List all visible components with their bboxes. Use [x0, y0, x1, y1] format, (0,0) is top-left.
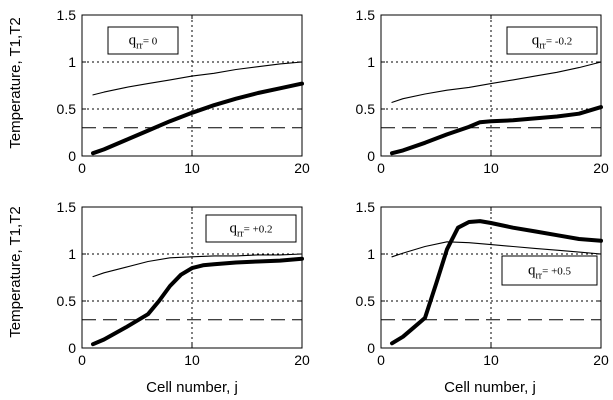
x-axis-label-left: Cell number, j: [146, 379, 238, 396]
annotation-label: qrr= 0: [129, 33, 158, 52]
x-tick-label: 0: [377, 352, 385, 368]
y-axis-label-top: Temperature, T1,T2: [7, 17, 24, 148]
y-tick-label: 1: [68, 54, 76, 70]
chart-panel-3: 0 0.5 1 1.5 0 10 20 qrr= +0.2: [57, 199, 310, 368]
x-tick-label: 10: [483, 352, 499, 368]
x-tick-label: 0: [377, 160, 385, 176]
y-tick-label: 0: [68, 148, 76, 164]
y-tick-label: 1.5: [356, 7, 376, 23]
x-tick-label: 10: [184, 352, 200, 368]
x-tick-label: 20: [593, 160, 609, 176]
series-line-thin: [391, 241, 602, 258]
y-axis-label-bottom: Temperature, T1,T2: [7, 206, 24, 337]
y-tick-label: 1: [367, 54, 375, 70]
x-tick-label: 20: [593, 352, 609, 368]
y-tick-label: 0: [367, 148, 375, 164]
y-tick-label: 1.5: [356, 199, 376, 215]
x-tick-label: 20: [294, 160, 310, 176]
x-tick-label: 0: [78, 352, 86, 368]
chart-panel-1: 0 0.5 1 1.5 0 10 20 qrr= 0: [57, 7, 310, 176]
series-line-thin: [391, 61, 602, 103]
series-line-thick: [390, 219, 603, 346]
series-line-thick: [91, 81, 304, 156]
x-tick-label: 0: [78, 160, 86, 176]
y-tick-label: 0: [68, 340, 76, 356]
x-tick-label: 20: [294, 352, 310, 368]
annotation-box: [107, 26, 179, 55]
y-tick-label: 1.5: [57, 7, 77, 23]
y-tick-label: 0: [367, 340, 375, 356]
series-line-thick: [91, 256, 304, 347]
series-line-thick: [390, 105, 603, 156]
annotation-label: qrr= +0.2: [229, 221, 272, 240]
y-tick-label: 0.5: [356, 101, 376, 117]
y-tick-label: 0.5: [356, 293, 376, 309]
y-tick-label: 0.5: [57, 293, 77, 309]
annotation-box: [506, 26, 598, 55]
chart-panel-2: 0 0.5 1 1.5 0 10 20 qrr= -0.2: [356, 7, 609, 176]
y-tick-label: 0.5: [57, 101, 77, 117]
annotation-label: qrr= -0.2: [532, 33, 573, 52]
x-tick-label: 10: [184, 160, 200, 176]
annotation-box: [501, 255, 598, 286]
y-tick-label: 1: [367, 246, 375, 262]
x-tick-label: 10: [483, 160, 499, 176]
x-axis-label-right: Cell number, j: [444, 379, 536, 396]
annotation-box: [205, 214, 297, 243]
series-line-thin: [92, 253, 303, 278]
y-tick-label: 1.5: [57, 199, 77, 215]
annotation-label: qrr= +0.5: [528, 263, 572, 282]
y-tick-label: 1: [68, 246, 76, 262]
series-line-thin: [92, 61, 303, 96]
chart-panel-4: 0 0.5 1 1.5 0 10 20 qrr= +0.5: [356, 199, 609, 368]
